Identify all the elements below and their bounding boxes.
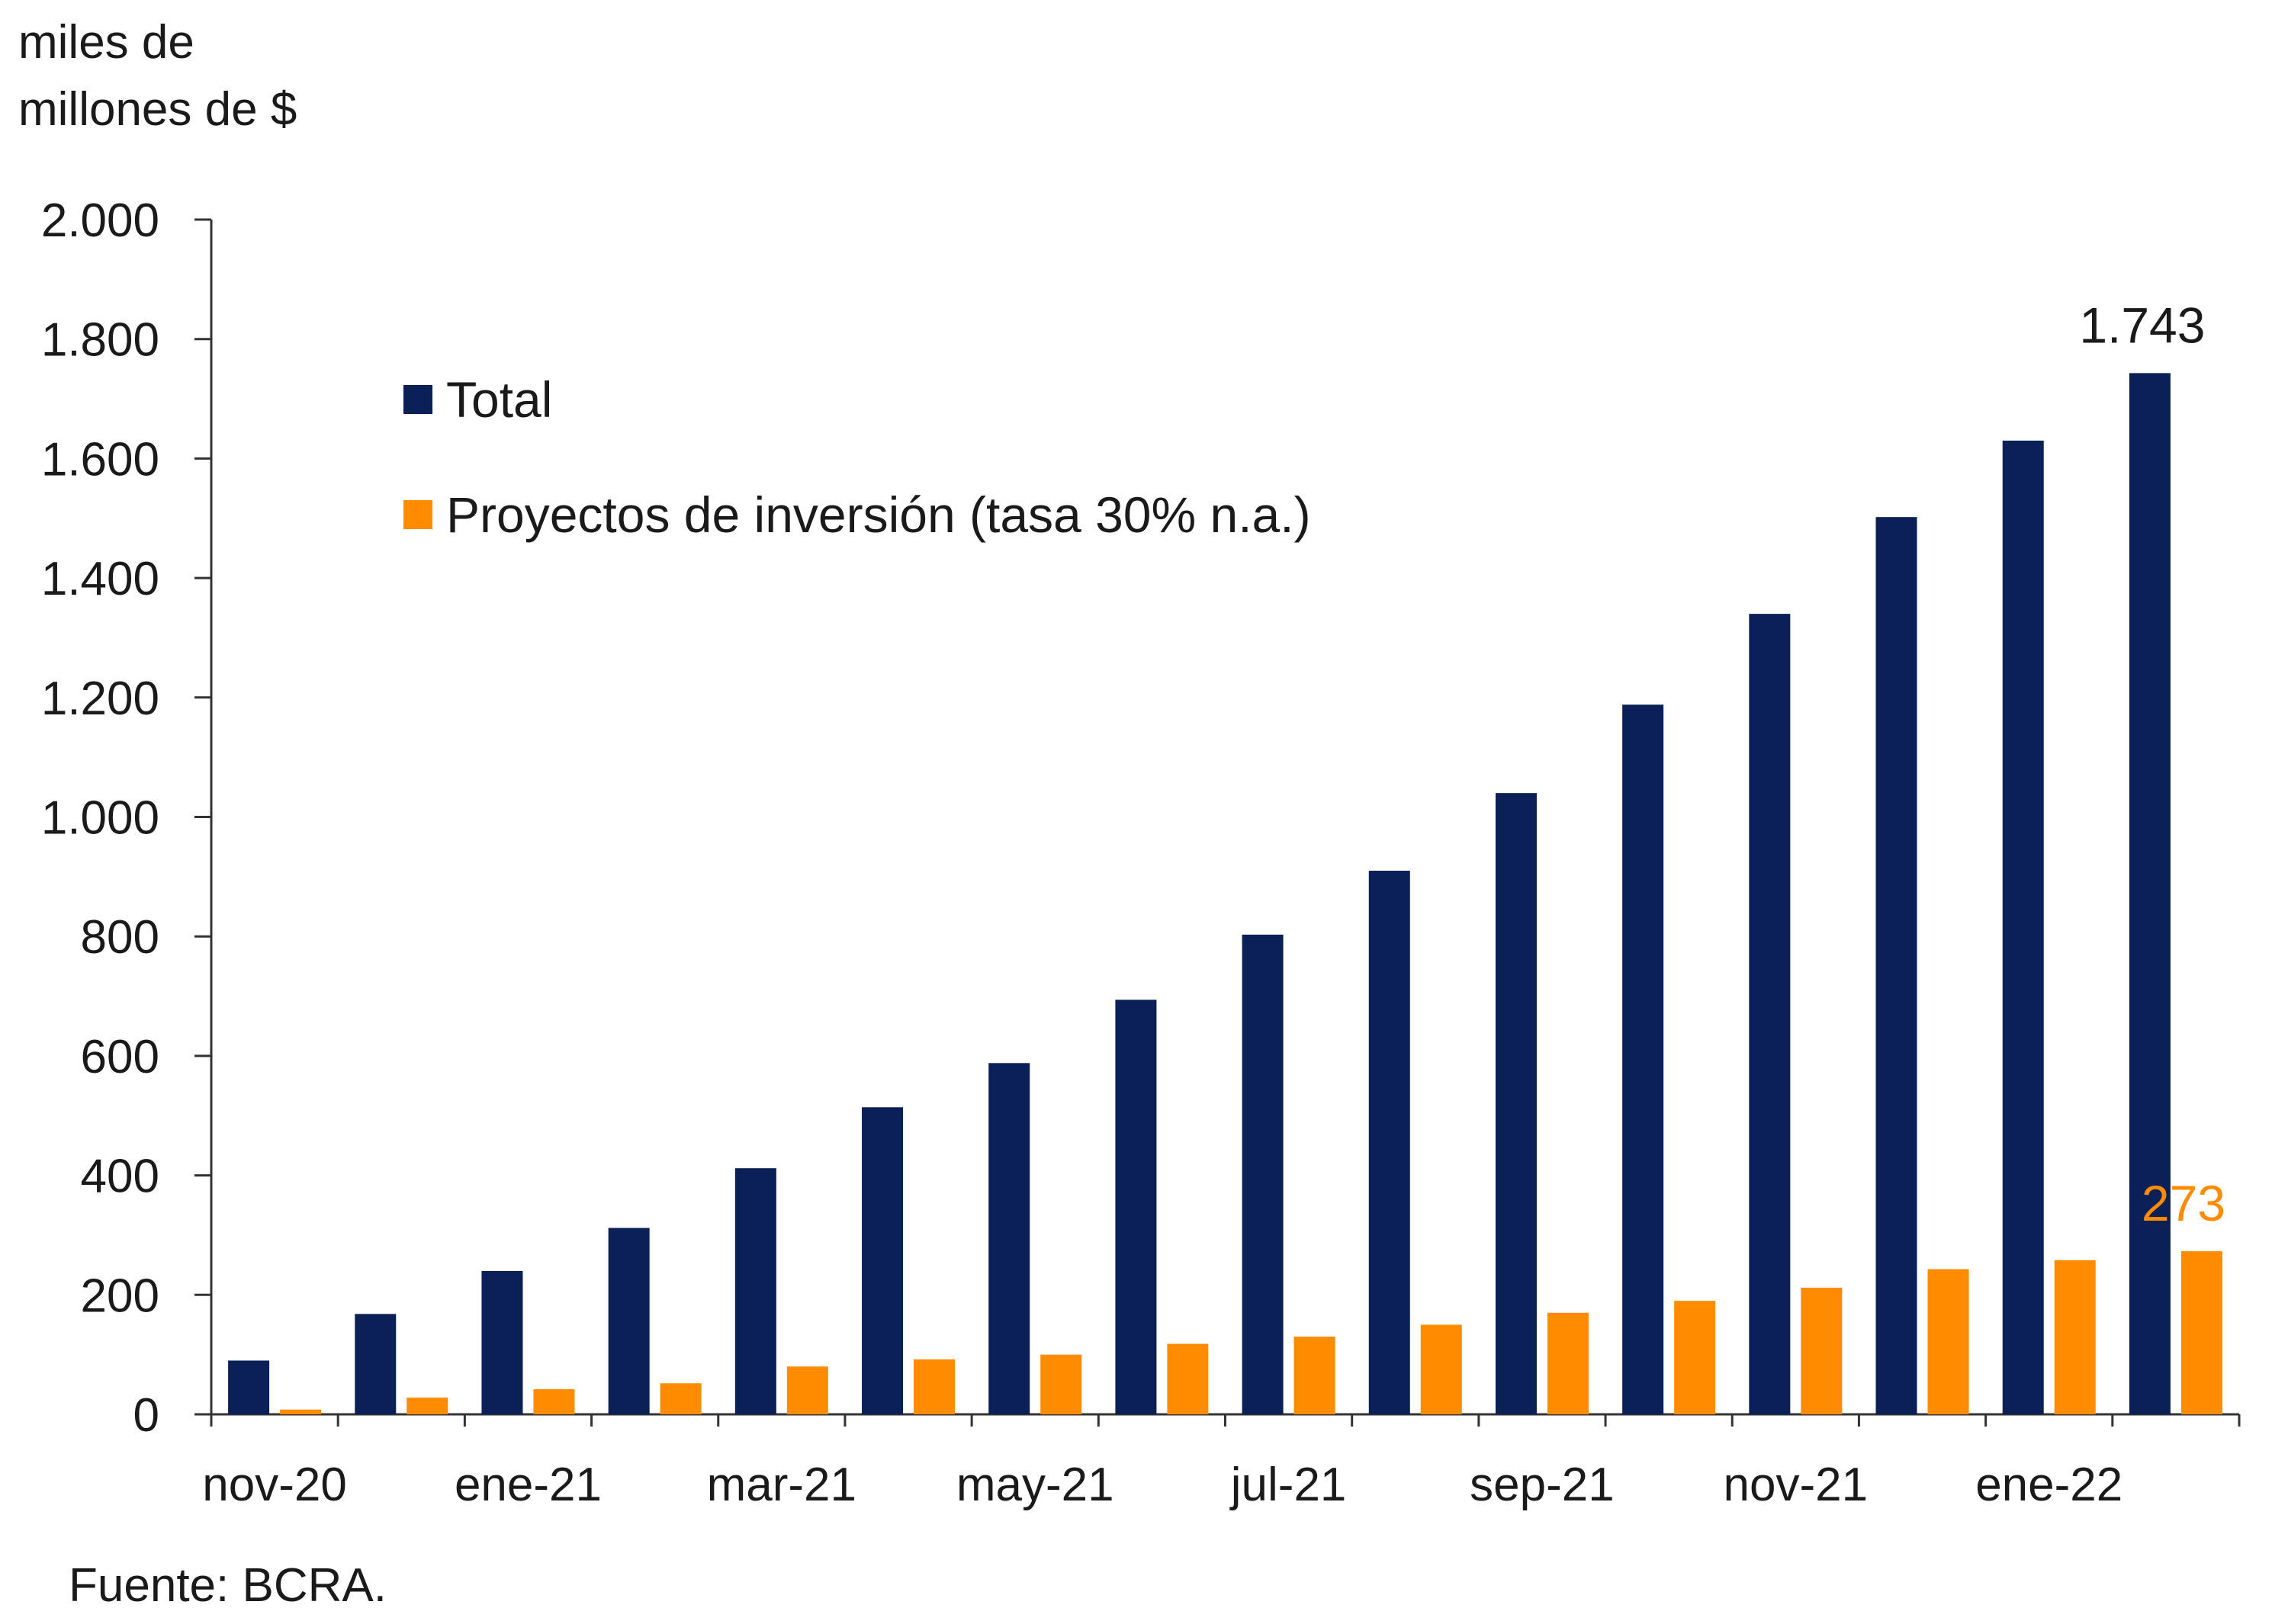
bar-total — [1368, 871, 1410, 1414]
y-axis-label-line-2: millones de $ — [18, 83, 297, 136]
x-tick-label: may-21 — [956, 1459, 1114, 1511]
bar-total — [228, 1360, 270, 1414]
bar-proyectos — [1167, 1343, 1209, 1414]
bar-total — [608, 1228, 650, 1414]
bar-proyectos — [1547, 1312, 1589, 1414]
x-axis: nov-20 ene-21 mar-21 may-21 jul-21 sep-21 nov-… — [202, 1413, 2241, 1511]
bar-total — [734, 1168, 776, 1414]
bar-proyectos — [280, 1409, 322, 1414]
x-tick-label: mar-21 — [707, 1459, 856, 1511]
bar-proyectos — [660, 1383, 702, 1414]
y-tick-label: 1.000 — [41, 792, 159, 845]
bar-total — [1242, 934, 1284, 1414]
bar-proyectos — [914, 1359, 956, 1414]
bar-total — [2129, 373, 2171, 1414]
x-tick-label: ene-21 — [455, 1459, 602, 1511]
data-label: 273 — [2142, 1175, 2225, 1231]
data-label: 1.743 — [2079, 297, 2205, 353]
bar-total — [481, 1270, 523, 1414]
bar-proyectos — [1040, 1354, 1082, 1414]
y-tick-label: 1.600 — [41, 433, 159, 486]
y-tick-label: 400 — [81, 1151, 159, 1203]
x-tick-label: ene-22 — [1975, 1459, 2123, 1511]
source-note: Fuente: BCRA. — [69, 1559, 387, 1612]
bar-total — [862, 1107, 904, 1414]
bar-proyectos — [407, 1398, 448, 1414]
bar-total — [1115, 1000, 1157, 1414]
bar-total — [355, 1314, 397, 1414]
legend: Total Proyectos de inversión (tasa 30% n.… — [403, 371, 1311, 543]
bar-proyectos — [1674, 1301, 1716, 1414]
legend-label: Proyectos de inversión (tasa 30% n.a.) — [446, 486, 1311, 543]
bar-proyectos — [1801, 1287, 1843, 1414]
bar-total — [988, 1063, 1030, 1414]
bar-proyectos — [2180, 1251, 2222, 1414]
legend-label: Total — [446, 371, 552, 428]
y-tick-label: 200 — [81, 1269, 159, 1322]
x-tick-label: nov-21 — [1724, 1459, 1869, 1511]
y-axis-label-line-1: miles de — [18, 16, 194, 69]
bar-proyectos — [533, 1389, 575, 1414]
y-tick-label: 1.200 — [41, 672, 159, 725]
x-tick-label: jul-21 — [1229, 1459, 1347, 1511]
x-tick-label: sep-21 — [1470, 1459, 1615, 1511]
y-tick-label: 600 — [81, 1031, 159, 1083]
y-tick-label: 0 — [133, 1389, 159, 1442]
y-tick-label: 1.800 — [41, 314, 159, 367]
bar-total — [1622, 704, 1664, 1414]
y-tick-label: 800 — [81, 911, 159, 964]
bar-proyectos — [2054, 1260, 2096, 1414]
bar-total — [1875, 517, 1917, 1414]
y-axis: 0 200 400 600 800 1.000 1.200 1.400 1.600 1.800 2.… — [41, 194, 213, 1442]
bar-proyectos — [786, 1366, 828, 1414]
legend-swatch — [403, 385, 432, 414]
bar-proyectos — [1927, 1269, 1969, 1414]
data-labels: 1.743 273 — [2079, 297, 2225, 1231]
legend-swatch — [403, 500, 432, 529]
bar-total — [1749, 614, 1791, 1414]
y-tick-label: 2.000 — [41, 194, 159, 247]
bar-total — [1495, 793, 1537, 1414]
x-tick-label: nov-20 — [202, 1459, 347, 1511]
bar-proyectos — [1420, 1324, 1462, 1414]
bar-proyectos — [1293, 1337, 1335, 1414]
y-tick-label: 1.400 — [41, 553, 159, 605]
bar-total — [2002, 440, 2044, 1414]
bars — [228, 373, 2222, 1414]
